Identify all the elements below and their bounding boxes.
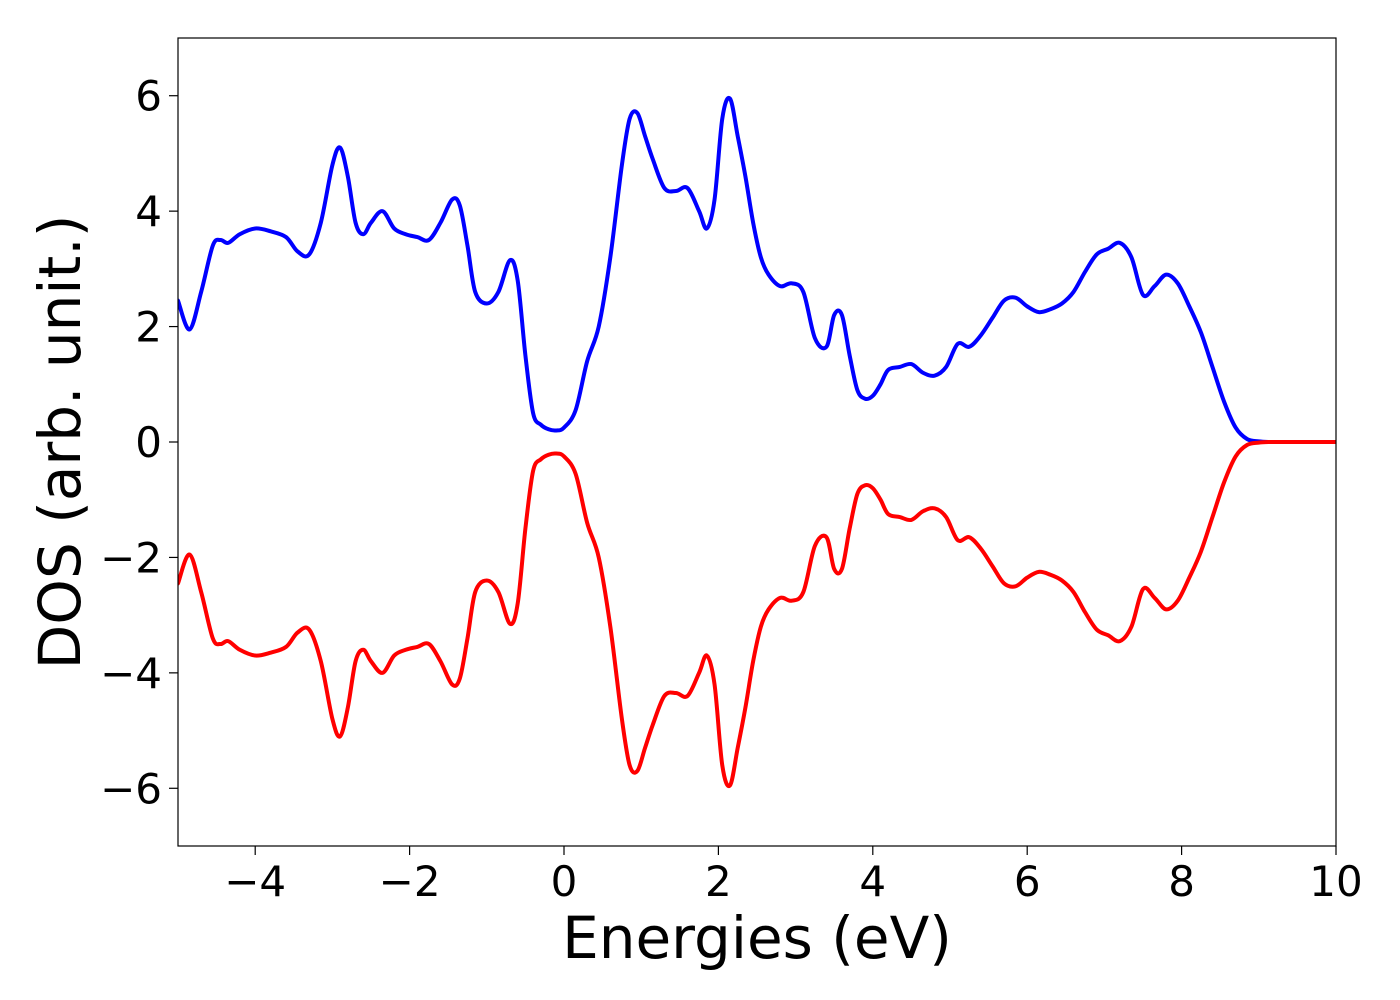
y-tick-label: −4 xyxy=(100,649,162,698)
dos-series-line-red xyxy=(178,439,1336,789)
plot-frame xyxy=(177,37,1337,847)
y-axis-title: DOS (arb. unit.) xyxy=(26,215,94,670)
x-tick-label: 6 xyxy=(1014,857,1041,906)
y-tick-label: 6 xyxy=(135,72,162,121)
x-tick-label: −4 xyxy=(224,857,286,906)
y-tick-label: 2 xyxy=(135,303,162,352)
y-tick-label: −2 xyxy=(100,533,162,582)
y-tick-label: 4 xyxy=(135,187,162,236)
dos-series-line-blue xyxy=(178,95,1336,445)
series-layer xyxy=(178,95,1336,789)
x-tick-label: 0 xyxy=(551,857,578,906)
x-axis-title: Energies (eV) xyxy=(562,904,952,972)
y-tick-label: −6 xyxy=(100,764,162,813)
x-axis-ticks: −4 −2 0 2 4 6 8 10 xyxy=(224,846,1363,906)
x-tick-label: 8 xyxy=(1168,857,1195,906)
y-tick-label: 0 xyxy=(135,418,162,467)
y-axis-ticks: −6 −4 −2 0 2 4 6 xyxy=(100,72,178,813)
x-tick-label: 2 xyxy=(705,857,732,906)
x-tick-label: 4 xyxy=(859,857,886,906)
x-tick-label: −2 xyxy=(379,857,441,906)
x-tick-label: 10 xyxy=(1309,857,1362,906)
